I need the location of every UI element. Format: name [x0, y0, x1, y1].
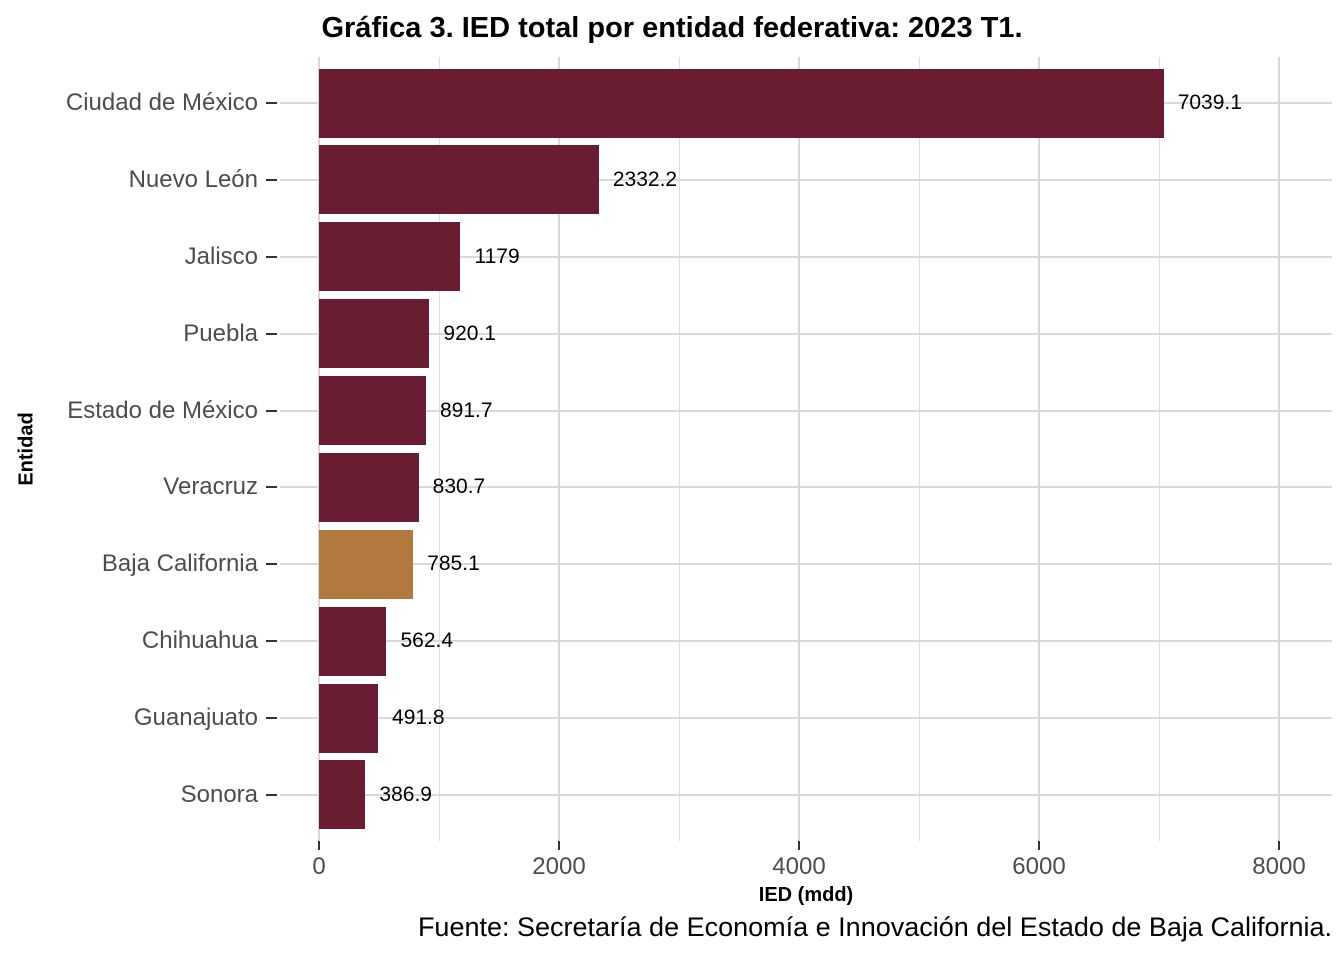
- bar: [319, 222, 461, 292]
- h-gridline: [280, 409, 1332, 412]
- bar: [319, 606, 387, 676]
- bar: [319, 145, 599, 215]
- y-axis-tick: [266, 717, 277, 720]
- y-axis-tick: [266, 255, 277, 258]
- bar: [319, 529, 414, 599]
- y-axis-tick: [266, 409, 277, 412]
- h-gridline: [280, 793, 1332, 796]
- x-axis-tick: [558, 841, 560, 850]
- bar-value-label: 2332.2: [612, 167, 678, 191]
- h-gridline: [280, 332, 1332, 335]
- v-gridline-major: [318, 57, 320, 841]
- y-axis-label: Veracruz: [163, 473, 258, 501]
- bar-value-label: 891.7: [440, 398, 493, 422]
- bar: [319, 68, 1164, 138]
- x-axis-tick: [1278, 841, 1280, 850]
- bar-value-label: 562.4: [400, 629, 454, 653]
- y-axis-tick: [266, 793, 277, 796]
- bar-value-label: 785.1: [427, 552, 480, 576]
- h-gridline: [280, 486, 1332, 489]
- y-axis-label: Jalisco: [184, 242, 258, 270]
- h-gridline: [280, 563, 1332, 566]
- y-axis-label: Nuevo León: [128, 165, 258, 193]
- v-gridline-minor: [1158, 57, 1160, 841]
- x-axis-tick-label: 2000: [532, 853, 586, 880]
- y-axis-tick: [266, 640, 277, 643]
- bar: [319, 452, 419, 522]
- bar-value-label: 386.9: [379, 782, 432, 806]
- chart-title: Gráfica 3. IED total por entidad federat…: [321, 12, 1023, 44]
- x-axis-tick: [1038, 841, 1040, 850]
- y-axis-label: Baja California: [101, 550, 258, 578]
- bar-value-label: 920.1: [443, 321, 496, 345]
- x-axis-tick-label: 6000: [1012, 853, 1066, 880]
- y-axis-tick: [266, 102, 277, 105]
- v-gridline-major: [558, 57, 560, 841]
- bar: [319, 760, 366, 830]
- x-axis-title: IED (mdd): [758, 884, 854, 906]
- y-axis-tick: [266, 563, 277, 566]
- bar: [319, 376, 426, 446]
- y-axis-tick: [266, 486, 277, 489]
- y-axis-label: Chihuahua: [141, 627, 258, 655]
- v-gridline-major: [1278, 57, 1280, 841]
- v-gridline-minor: [918, 57, 920, 841]
- source-caption: Fuente: Secretaría de Economía e Innovac…: [417, 912, 1332, 942]
- v-gridline-minor: [678, 57, 680, 841]
- x-axis-tick-label: 0: [312, 853, 326, 880]
- x-axis-tick: [798, 841, 800, 850]
- h-gridline: [280, 255, 1332, 258]
- y-axis-tick: [266, 178, 277, 181]
- y-axis-label: Estado de México: [67, 396, 258, 424]
- y-axis-tick: [266, 332, 277, 335]
- bar-value-label: 491.8: [392, 706, 445, 730]
- bar-value-label: 7039.1: [1177, 91, 1242, 115]
- y-axis-label: Guanajuato: [133, 704, 258, 732]
- y-axis-label: Ciudad de México: [65, 89, 258, 117]
- v-gridline-major: [798, 57, 800, 841]
- x-axis-tick: [318, 841, 320, 850]
- v-gridline-major: [1038, 57, 1040, 841]
- v-gridline-minor: [438, 57, 440, 841]
- bar: [319, 683, 379, 753]
- y-axis-label: Puebla: [183, 319, 258, 347]
- bar: [319, 299, 430, 369]
- y-axis-label: Sonora: [180, 780, 258, 808]
- x-axis-tick-label: 4000: [772, 853, 826, 880]
- x-axis-tick-label: 8000: [1252, 853, 1306, 880]
- h-gridline: [280, 717, 1332, 720]
- bar-value-label: 830.7: [432, 475, 486, 499]
- h-gridline: [280, 178, 1332, 181]
- bar-value-label: 1179: [474, 244, 520, 268]
- h-gridline: [280, 640, 1332, 643]
